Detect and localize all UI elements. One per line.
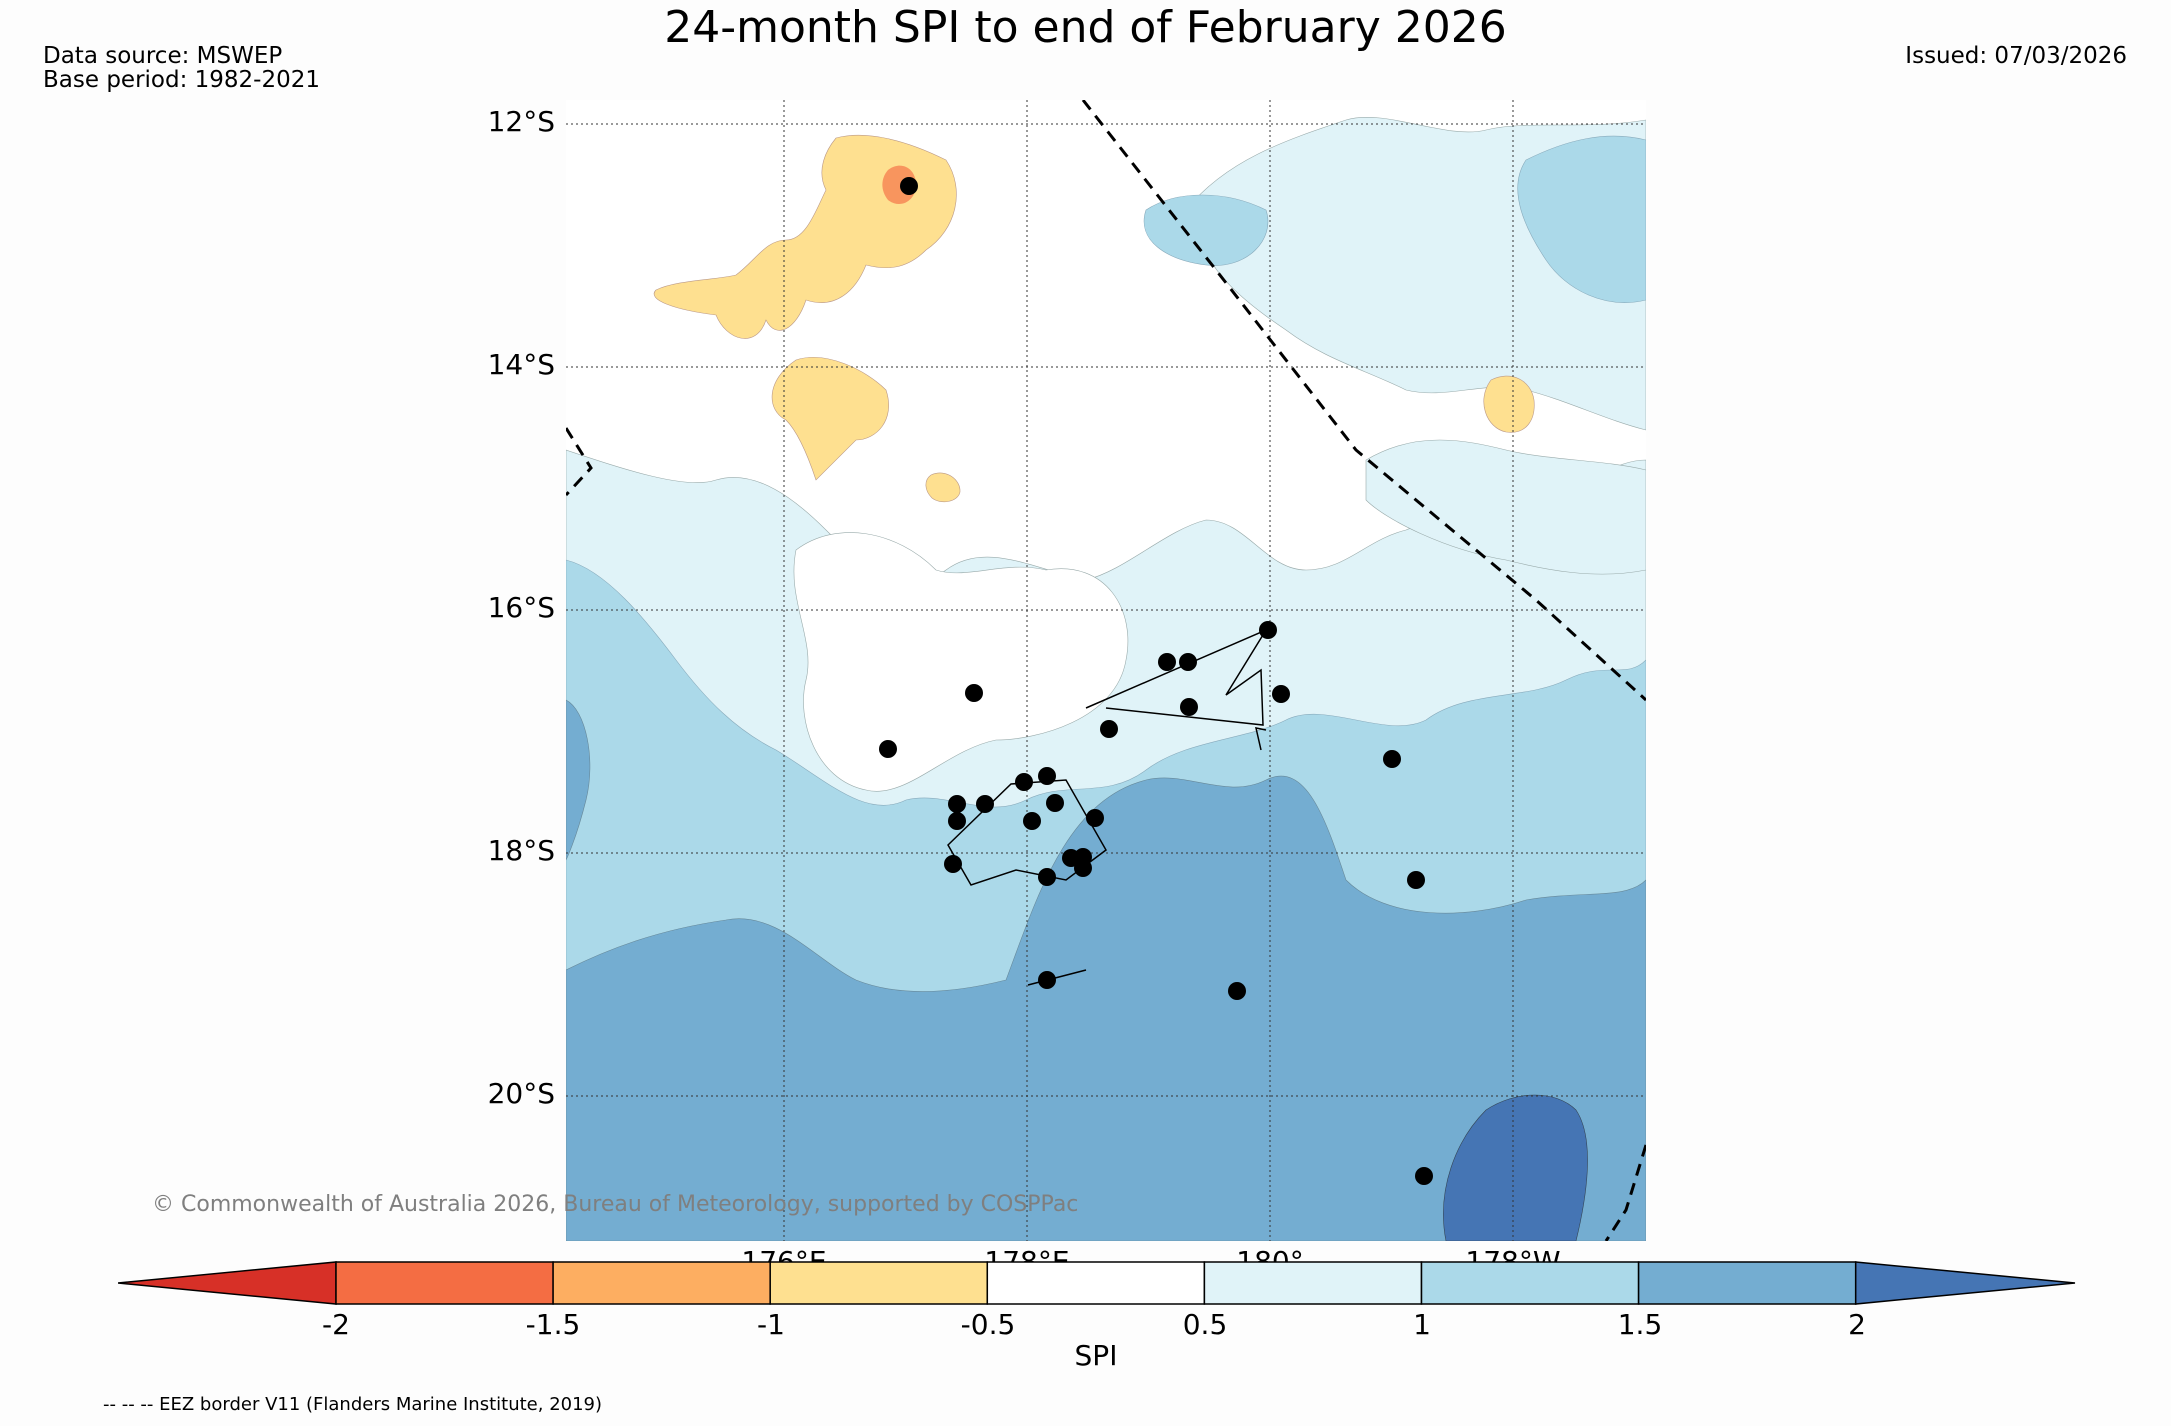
station-marker bbox=[879, 740, 897, 758]
eez-border-segment-3 bbox=[1604, 1144, 1646, 1241]
colorbar-tick-label: -1.5 bbox=[525, 1308, 581, 1341]
eez-border bbox=[566, 100, 1646, 1241]
station-marker bbox=[1383, 750, 1401, 768]
colorbar-tick-label: 1 bbox=[1413, 1308, 1431, 1341]
eez-border-segment-1 bbox=[1081, 100, 1646, 702]
spi-band-gt2 bbox=[1443, 1094, 1588, 1241]
data-source: Data source: MSWEP bbox=[43, 43, 283, 69]
colorbar-segment bbox=[986, 1261, 1206, 1305]
station-marker bbox=[900, 177, 918, 195]
station-marker bbox=[1259, 621, 1277, 639]
station-marker bbox=[1158, 653, 1176, 671]
station-marker bbox=[965, 684, 983, 702]
station-marker bbox=[1074, 859, 1092, 877]
lat-label-12s: 12°S bbox=[487, 105, 555, 138]
colorbar-tick-label: -0.5 bbox=[960, 1308, 1016, 1341]
colorbar-segment bbox=[1420, 1261, 1640, 1305]
spi-band-1.5-2 bbox=[566, 775, 1646, 1241]
colorbar-label: SPI bbox=[1074, 1339, 1118, 1372]
station-marker bbox=[1046, 794, 1064, 812]
station-marker bbox=[1180, 698, 1198, 716]
base-period: Base period: 1982-2021 bbox=[43, 67, 321, 93]
station-markers bbox=[879, 177, 1433, 1185]
station-marker bbox=[948, 795, 966, 813]
spi-band-0.5-1-east bbox=[1365, 439, 1646, 575]
station-marker bbox=[944, 855, 962, 873]
map-graticule bbox=[566, 100, 1646, 1241]
station-marker bbox=[1015, 773, 1033, 791]
station-marker bbox=[948, 812, 966, 830]
lat-label-18s: 18°S bbox=[487, 834, 555, 867]
spi-band-1-1.5-n bbox=[1143, 194, 1269, 266]
colorbar-tick-label: -1 bbox=[757, 1308, 785, 1341]
colorbar-segment bbox=[552, 1261, 771, 1305]
eez-border-segment-2 bbox=[566, 427, 593, 497]
station-marker bbox=[1179, 653, 1197, 671]
colorbar-segment bbox=[769, 1261, 989, 1305]
colorbar-tick-label: 0.5 bbox=[1182, 1308, 1228, 1341]
map-title: 24-month SPI to end of February 2026 bbox=[664, 2, 1507, 53]
colorbar-extend-high bbox=[1854, 1261, 2076, 1305]
spi-map bbox=[566, 100, 1646, 1241]
issued-date: Issued: 07/03/2026 bbox=[1905, 43, 2127, 69]
station-marker bbox=[1038, 971, 1056, 989]
lat-label-20s: 20°S bbox=[487, 1077, 555, 1110]
station-marker bbox=[1038, 767, 1056, 785]
station-marker bbox=[1038, 868, 1056, 886]
island-outline-1 bbox=[1085, 628, 1268, 726]
station-marker bbox=[1407, 871, 1425, 889]
lat-label-14s: 14°S bbox=[487, 348, 555, 381]
station-marker bbox=[1415, 1167, 1433, 1185]
colorbar-tick-label: 1.5 bbox=[1617, 1308, 1663, 1341]
island-outline-2 bbox=[1255, 727, 1267, 751]
spi-band-1.5-2-w bbox=[566, 699, 591, 861]
colorbar-extend-low bbox=[118, 1261, 337, 1305]
spi-band-dry-north bbox=[653, 135, 957, 339]
station-marker bbox=[1023, 812, 1041, 830]
station-marker bbox=[976, 795, 994, 813]
lat-label-16s: 16°S bbox=[487, 591, 555, 624]
island-outline-4 bbox=[1027, 969, 1087, 986]
colorbar-segment bbox=[1637, 1261, 1857, 1305]
copyright-notice: © Commonwealth of Australia 2026, Bureau… bbox=[152, 1192, 1079, 1217]
station-marker bbox=[1086, 809, 1104, 827]
station-marker bbox=[1272, 685, 1290, 703]
colorbar-segment bbox=[335, 1261, 554, 1305]
station-marker bbox=[1100, 720, 1118, 738]
eez-footnote: -- -- -- EEZ border V11 (Flanders Marine… bbox=[103, 1394, 603, 1415]
colorbar bbox=[118, 1261, 2076, 1305]
spi-band-dry-small bbox=[925, 472, 961, 503]
spi-band-1-1.5-ne bbox=[1517, 135, 1646, 303]
spi-band-dry-south bbox=[771, 357, 889, 481]
spi-band-white-inner bbox=[793, 532, 1129, 792]
spi-band-dry-east bbox=[1483, 375, 1535, 433]
colorbar-tick-label: -2 bbox=[322, 1308, 350, 1341]
station-marker bbox=[1228, 982, 1246, 1000]
colorbar-segment bbox=[1203, 1261, 1423, 1305]
colorbar-tick-label: 2 bbox=[1848, 1308, 1866, 1341]
